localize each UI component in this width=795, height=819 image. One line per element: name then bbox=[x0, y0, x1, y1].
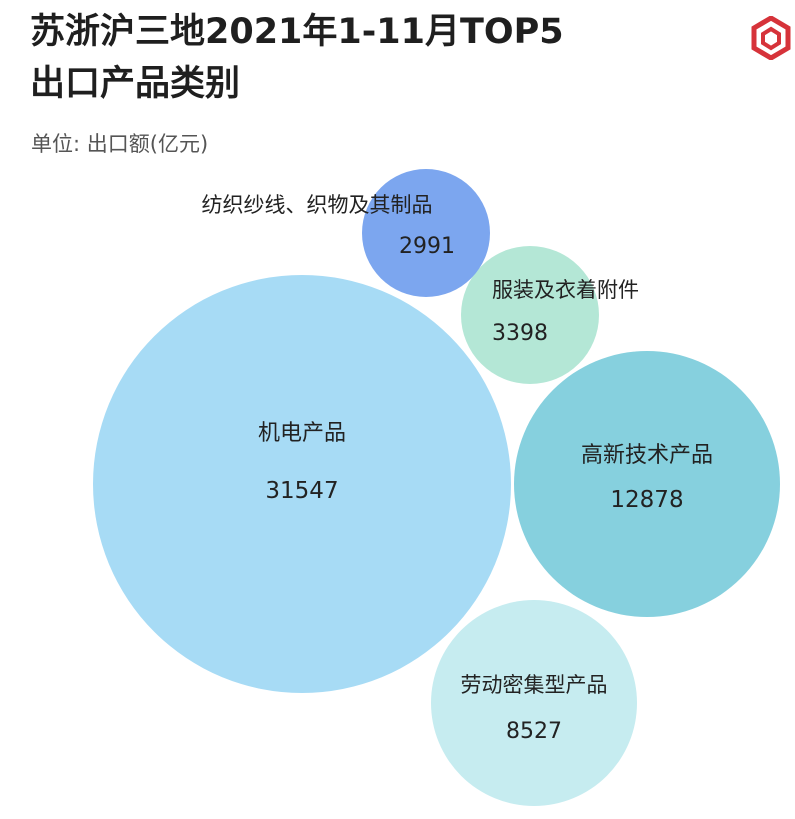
chart-title-line-1: 苏浙沪三地2021年1-11月TOP5 bbox=[30, 12, 564, 52]
bubble-2 bbox=[431, 600, 637, 806]
bubble-label-3: 服装及衣着附件 bbox=[492, 278, 639, 302]
logo-outer-hexagon bbox=[751, 16, 791, 60]
bubble-label-4: 纺织纱线、织物及其制品 bbox=[202, 193, 433, 217]
logo-inner-hexagon bbox=[761, 26, 781, 51]
bubble-value-0: 31547 bbox=[265, 478, 338, 504]
bubble-1 bbox=[514, 351, 780, 617]
hexagon-cube-logo bbox=[751, 16, 791, 60]
bubble-3 bbox=[461, 246, 599, 384]
bubble-value-4: 2991 bbox=[399, 234, 455, 259]
bubble-label-0: 机电产品 bbox=[258, 421, 346, 446]
bubble-4 bbox=[362, 169, 490, 297]
chart-title-line-2: 出口产品类别 bbox=[30, 64, 241, 104]
bubble-label-2: 劳动密集型产品 bbox=[461, 673, 608, 697]
bubble-value-3: 3398 bbox=[492, 321, 548, 346]
bubble-value-2: 8527 bbox=[506, 719, 562, 744]
chart-title: 苏浙沪三地2021年1-11月TOP5 出口产品类别 bbox=[30, 6, 730, 110]
unit-label: 单位: 出口额(亿元) bbox=[31, 132, 209, 156]
bubble-value-1: 12878 bbox=[610, 487, 683, 513]
bubble-0 bbox=[93, 275, 511, 693]
bubble-label-1: 高新技术产品 bbox=[581, 443, 713, 468]
